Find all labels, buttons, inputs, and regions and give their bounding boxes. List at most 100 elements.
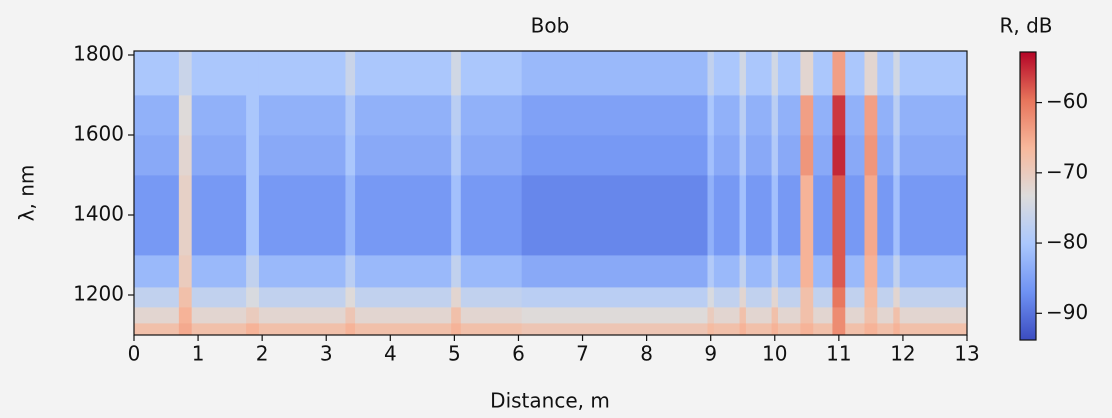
heat-cell: [246, 135, 260, 176]
heat-cell: [777, 287, 801, 308]
heat-cell: [864, 51, 878, 96]
heat-cell: [745, 323, 772, 336]
heat-cell: [355, 255, 452, 288]
heat-cell: [246, 307, 260, 324]
heat-cell: [813, 135, 833, 176]
heat-cell: [771, 175, 779, 256]
heat-cell: [258, 95, 346, 136]
heat-cell: [813, 307, 833, 324]
heat-cell: [899, 175, 968, 256]
heat-cell: [864, 287, 878, 308]
x-tick-label: 10: [762, 342, 787, 366]
heat-cell: [771, 323, 779, 336]
heat-cell: [460, 135, 523, 176]
plot-frame: [133, 50, 968, 336]
heat-cell: [707, 135, 715, 176]
heat-cell: [460, 175, 523, 256]
heat-cell: [191, 95, 247, 136]
heat-cell: [893, 255, 901, 288]
x-tick-label: 11: [826, 342, 851, 366]
y-tick-label: 1600: [73, 122, 124, 146]
heat-cell: [845, 255, 865, 288]
heat-cell: [899, 307, 968, 324]
heat-cell: [877, 323, 894, 336]
heat-cell: [832, 51, 846, 96]
heat-cell: [707, 255, 715, 288]
heat-cell: [246, 287, 260, 308]
heat-cell: [355, 135, 452, 176]
heat-cell: [258, 287, 346, 308]
heat-cell: [864, 175, 878, 256]
y-tick-label: 1400: [73, 202, 124, 226]
heat-cell: [355, 51, 452, 96]
heat-cell: [258, 255, 346, 288]
x-tick-label: 4: [384, 342, 397, 366]
heat-cell: [451, 175, 462, 256]
heat-cell: [191, 175, 247, 256]
heatmap: [134, 51, 968, 336]
heat-cell: [739, 307, 747, 324]
heat-cell: [713, 255, 740, 288]
heat-cell: [813, 175, 833, 256]
heat-cell: [739, 323, 747, 336]
heat-cell: [451, 51, 462, 96]
heat-cell: [893, 175, 901, 256]
heat-cell: [460, 95, 523, 136]
heat-cell: [460, 307, 523, 324]
heat-cell: [460, 287, 523, 308]
heat-cell: [813, 287, 833, 308]
heat-cell: [258, 135, 346, 176]
x-tick-label: 7: [576, 342, 589, 366]
x-axis-label: Distance, m: [490, 389, 610, 413]
colorbar-tick-label: −90: [1046, 300, 1088, 324]
y-tick-label: 1200: [73, 282, 124, 306]
heat-cell: [813, 323, 833, 336]
heat-cell: [521, 95, 708, 136]
heat-cell: [845, 95, 865, 136]
heat-cell: [777, 323, 801, 336]
heat-cell: [258, 323, 346, 336]
heat-cell: [521, 255, 708, 288]
heat-cell: [745, 255, 772, 288]
heat-cell: [451, 95, 462, 136]
heat-cell: [800, 95, 814, 136]
heat-cell: [460, 323, 523, 336]
x-tick-label: 6: [512, 342, 525, 366]
heat-cell: [771, 307, 779, 324]
heat-cell: [134, 135, 180, 176]
heat-cell: [800, 307, 814, 324]
heat-cell: [800, 287, 814, 308]
y-axis-label: λ, nm: [15, 165, 39, 222]
heat-cell: [893, 95, 901, 136]
heat-cell: [739, 287, 747, 308]
heat-cell: [800, 135, 814, 176]
heat-cell: [771, 135, 779, 176]
heat-cell: [845, 175, 865, 256]
heat-cell: [246, 95, 260, 136]
x-tick-label: 8: [640, 342, 653, 366]
x-tick-label: 1: [192, 342, 205, 366]
x-tick-label: 5: [448, 342, 461, 366]
heat-cell: [713, 95, 740, 136]
heat-cell: [813, 95, 833, 136]
heat-cell: [864, 135, 878, 176]
heat-cell: [899, 255, 968, 288]
heat-cell: [864, 307, 878, 324]
heat-cell: [345, 323, 356, 336]
heat-cell: [521, 307, 708, 324]
heat-cell: [707, 51, 715, 96]
heat-cell: [777, 51, 801, 96]
heat-cell: [745, 307, 772, 324]
heat-cell: [777, 307, 801, 324]
heat-cell: [739, 135, 747, 176]
heat-cell: [521, 51, 708, 96]
heat-cell: [800, 323, 814, 336]
heat-cell: [355, 307, 452, 324]
heat-cell: [460, 255, 523, 288]
heat-cell: [899, 51, 968, 96]
heat-cell: [355, 287, 452, 308]
heat-cell: [345, 51, 356, 96]
heat-cell: [713, 175, 740, 256]
y-tick-label: 1800: [73, 42, 124, 66]
heat-cell: [707, 323, 715, 336]
